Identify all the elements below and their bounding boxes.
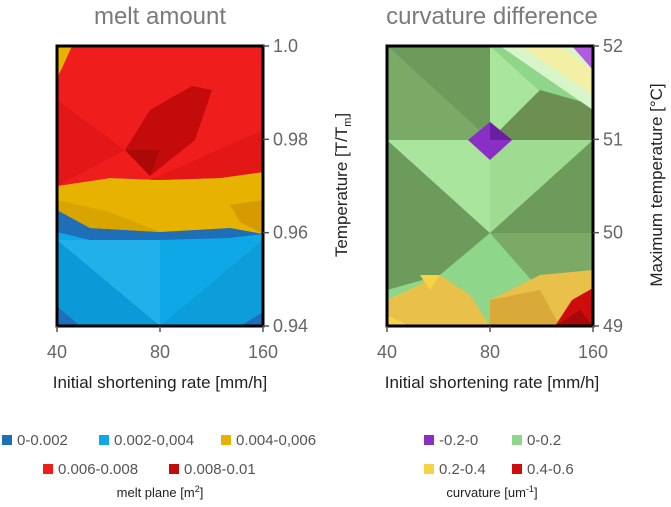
melt-x-tick-label: 40 <box>47 342 67 362</box>
curv-facet <box>555 310 593 326</box>
melt-legend-label: 0.004-0,006 <box>236 432 316 449</box>
curvature-legend-label: -0.2-0 <box>439 432 478 449</box>
melt-legend-label: 0.002-0,004 <box>114 432 194 449</box>
melt-x-tick-label: 80 <box>150 342 170 362</box>
melt-x-axis: 40 80 160 <box>47 326 278 362</box>
melt-y-tick-label: 0.94 <box>273 316 308 336</box>
melt-legend-title: melt plane [m2] <box>117 484 204 500</box>
melt-legend-swatch <box>221 435 231 445</box>
curvature-y-tick-label: 49 <box>603 316 623 336</box>
curvature-plot-area <box>385 44 595 328</box>
melt-y-tick-label: 0.96 <box>273 223 308 243</box>
melt-legend-label: 0.008-0.01 <box>184 461 256 478</box>
curvature-legend-label: 0.4-0.6 <box>527 461 574 478</box>
curvature-y-label: Maximum temperature [°C] <box>647 83 666 286</box>
curvature-legend-swatch <box>512 435 522 445</box>
curv-facet <box>490 90 593 140</box>
curv-facet <box>387 233 490 290</box>
curv-facet <box>387 46 490 140</box>
melt-legend-swatch <box>2 435 12 445</box>
melt-facet <box>57 240 160 326</box>
curvature-x-tick-label: 160 <box>578 342 608 362</box>
melt-y-axis: 0.94 0.96 0.98 1.0 <box>263 36 308 336</box>
melt-legend-label: 0.006-0.008 <box>58 461 138 478</box>
melt-facet <box>57 100 125 186</box>
melt-facet <box>230 200 263 234</box>
melt-panel: melt amount 0.94 0.96 0.98 1.0 40 <box>47 3 354 392</box>
curvature-legend-swatch <box>512 464 522 474</box>
melt-legend-swatch <box>43 464 53 474</box>
curvature-legend-swatch <box>424 464 434 474</box>
curvature-panel: curvature difference <box>377 3 666 392</box>
curvature-x-tick-label: 40 <box>377 342 397 362</box>
curvature-y-tick-label: 51 <box>603 129 623 149</box>
melt-facet <box>57 200 160 232</box>
curv-facet <box>490 122 512 140</box>
melt-facet <box>160 240 263 326</box>
curv-facet <box>420 275 440 290</box>
melt-legend: 0-0.002 0.002-0,004 0.004-0,006 0.006-0.008… <box>2 432 316 478</box>
curvature-legend-swatch <box>424 435 434 445</box>
curvature-legend-label: 0-0.2 <box>527 432 561 449</box>
curvature-x-tick-label: 80 <box>480 342 500 362</box>
curvature-x-axis: 40 80 160 <box>377 326 608 362</box>
melt-facet <box>150 130 263 180</box>
melt-x-tick-label: 160 <box>248 342 278 362</box>
curv-facet <box>387 315 410 326</box>
curv-region-neg-corner <box>572 46 593 70</box>
curvature-legend-title: curvature [um-1] <box>446 484 537 500</box>
melt-legend-swatch <box>99 435 109 445</box>
curv-region-0.2-0.4 <box>387 275 490 326</box>
melt-y-label: Temperature [T/Tm] <box>332 113 354 257</box>
curvature-y-tick-label: 52 <box>603 36 623 56</box>
curv-facet <box>520 46 593 95</box>
melt-y-tick-label: 1.0 <box>273 36 298 56</box>
curv-facet <box>387 140 490 233</box>
melt-plot-area <box>55 44 265 328</box>
melt-title: melt amount <box>94 3 226 30</box>
curvature-title: curvature difference <box>386 3 598 30</box>
melt-y-tick-label: 0.98 <box>273 129 308 149</box>
melt-legend-label: 0-0.002 <box>17 432 68 449</box>
melt-facet <box>125 150 160 176</box>
curvature-legend-label: 0.2-0.4 <box>439 461 486 478</box>
melt-facet <box>57 46 72 78</box>
melt-x-label: Initial shortening rate [mm/h] <box>53 373 267 392</box>
curv-facet <box>490 290 560 326</box>
curv-facet <box>490 140 593 233</box>
curvature-y-tick-label: 50 <box>603 223 623 243</box>
melt-legend-swatch <box>169 464 179 474</box>
curvature-legend: -0.2-0 0-0.2 0.2-0.4 0.4-0.6 <box>424 432 574 478</box>
curvature-y-axis: 49 50 51 52 <box>593 36 623 336</box>
curvature-x-label: Initial shortening rate [mm/h] <box>385 373 599 392</box>
